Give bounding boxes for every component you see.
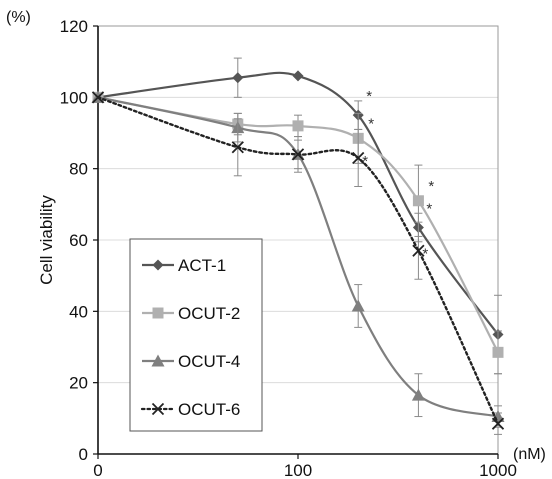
- legend-label: OCUT-6: [178, 400, 240, 419]
- data-point: [352, 151, 365, 165]
- legend: ACT-1 OCUT-2 OCUT-4 OCUT-6: [129, 238, 263, 432]
- significance-asterisk: *: [368, 115, 374, 132]
- x-axis-ticks: 0 100 1000: [93, 454, 517, 479]
- legend-item-ocut-2: OCUT-2: [142, 304, 240, 323]
- y-unit-label: (%): [6, 9, 31, 26]
- data-point: [412, 244, 425, 257]
- legend-label: OCUT-4: [178, 352, 240, 371]
- y-axis-ticks: 0 20 40 60 80 100 120: [60, 17, 98, 464]
- y-tick-label: 20: [69, 374, 88, 393]
- legend-item-ocut-4: OCUT-4: [142, 352, 240, 371]
- x-tick-label: 1000: [479, 461, 517, 479]
- x-tick-label: 0: [93, 461, 102, 479]
- y-tick-label: 40: [69, 302, 88, 321]
- legend-label: OCUT-2: [178, 304, 240, 323]
- legend-marker: [151, 402, 165, 416]
- y-tick-label: 60: [69, 231, 88, 250]
- series-line: [97, 96, 499, 353]
- y-tick-label: 80: [69, 160, 88, 179]
- significance-asterisk: *: [426, 201, 432, 218]
- significance-asterisk: *: [366, 88, 372, 105]
- series-line: [96, 96, 500, 425]
- legend-marker: [152, 307, 164, 319]
- data-point: [91, 91, 105, 104]
- data-point: [351, 299, 365, 312]
- legend-item-act-1: ACT-1: [142, 256, 226, 275]
- legend-marker: [152, 259, 164, 271]
- y-tick-label: 0: [79, 445, 88, 464]
- data-point: [291, 148, 305, 161]
- significance-asterisk: *: [362, 153, 368, 170]
- data-point: [491, 417, 505, 430]
- x-unit-label: (nM): [513, 446, 546, 463]
- data-point: [411, 388, 425, 401]
- series-ocut-6: **: [91, 91, 505, 435]
- significance-asterisk: *: [422, 246, 428, 263]
- legend-label: ACT-1: [178, 256, 226, 275]
- legend-box: [129, 238, 263, 432]
- y-tick-label: 120: [60, 17, 88, 36]
- data-point: [292, 70, 304, 82]
- x-tick-label: 100: [284, 461, 312, 479]
- data-point: [232, 72, 244, 84]
- series-layer: ******: [91, 57, 505, 435]
- series-line: [97, 71, 499, 336]
- data-point: [231, 141, 244, 154]
- data-point: [492, 346, 504, 358]
- y-axis-title: Cell viability: [37, 195, 56, 285]
- legend-marker: [151, 354, 165, 367]
- data-point: [412, 195, 424, 207]
- y-tick-label: 100: [60, 88, 88, 107]
- significance-asterisk: *: [428, 178, 434, 195]
- data-point: [292, 120, 304, 132]
- legend-item-ocut-6: OCUT-6: [140, 400, 240, 419]
